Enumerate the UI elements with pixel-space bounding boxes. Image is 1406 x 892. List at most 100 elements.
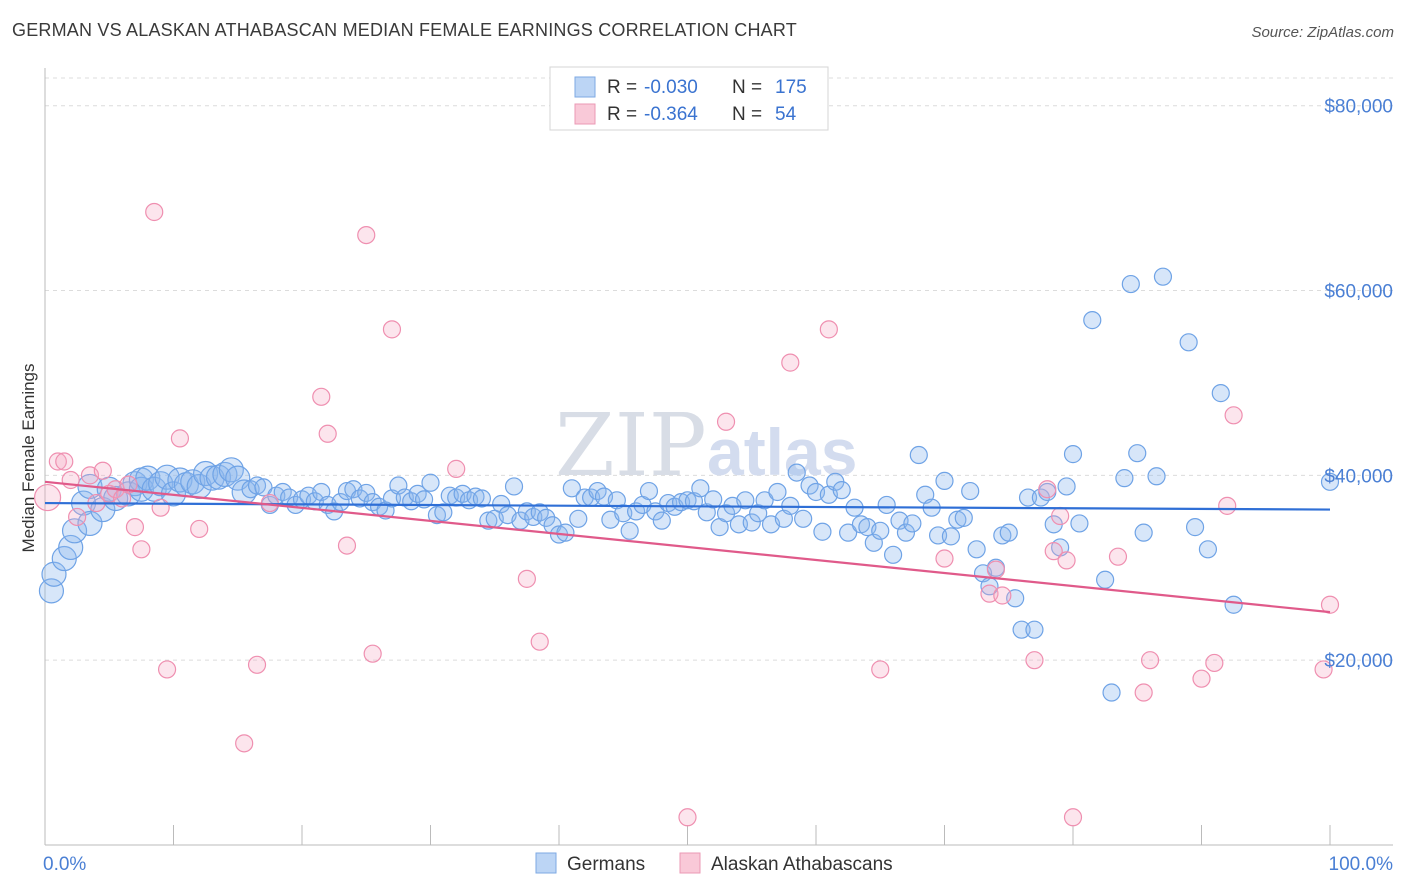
watermark-zip: ZIP (555, 396, 707, 496)
alaskan-point (157, 660, 177, 679)
alaskan-point (530, 632, 549, 651)
germans-point (1121, 274, 1140, 294)
germans-point (414, 490, 434, 509)
germans-point (1025, 620, 1044, 639)
germans-point (877, 495, 896, 515)
alaskan-point (716, 412, 736, 431)
germans-point (1083, 311, 1102, 330)
y-tick-label: $80,000 (1324, 97, 1393, 118)
axes (44, 68, 1393, 846)
alaskan-point (986, 560, 1006, 579)
alaskan-point (781, 353, 800, 372)
germans-point (1128, 444, 1147, 463)
germans-point (537, 508, 556, 527)
alaskan-point (170, 429, 190, 448)
germans-point (1102, 683, 1121, 702)
alaskan-point (357, 225, 376, 245)
germans-point (967, 540, 986, 559)
alaskan-point (312, 387, 331, 406)
germans-point (41, 561, 67, 587)
stats-n-value-germans: 175 (775, 77, 807, 98)
alaskan-point (132, 540, 151, 559)
germans-point (58, 534, 84, 561)
germans-point (742, 513, 761, 532)
germans-point (504, 477, 524, 496)
x-tick-label: 0.0% (43, 854, 86, 875)
alaskan-point (1140, 651, 1160, 670)
legend-swatch-alaskan (679, 852, 701, 874)
alaskan-point (145, 202, 164, 222)
germans-point (1198, 540, 1218, 559)
alaskan-point (819, 320, 838, 339)
germans-point (556, 523, 575, 542)
alaskan-point (993, 586, 1012, 605)
alaskan-point (363, 644, 382, 663)
stats-n-label: N = (732, 104, 762, 125)
germans-point (472, 489, 491, 508)
germans-point (492, 494, 511, 514)
alaskan-point (1314, 660, 1333, 679)
alaskan-point (935, 549, 954, 568)
germans-point (896, 523, 916, 542)
germans-point (1211, 384, 1230, 403)
alaskan-point (93, 461, 112, 480)
stats-n-label: N = (732, 77, 762, 98)
grid (45, 77, 1393, 661)
germans-point (247, 476, 267, 495)
alaskan-point (235, 734, 254, 753)
germans-point (948, 510, 967, 529)
stats-r-value-alaskan: -0.364 (644, 104, 698, 125)
germans-point (941, 527, 961, 546)
germans-point (254, 478, 273, 497)
germans-point (691, 479, 710, 498)
alaskan-point (678, 808, 697, 827)
alaskan-point (382, 320, 402, 339)
alaskan-point (1218, 496, 1237, 515)
alaskan-trend-line (44, 480, 1331, 614)
germans-point (1012, 620, 1031, 639)
germans-point (999, 523, 1018, 542)
chart-source: Source: ZipAtlas.com (1251, 24, 1394, 41)
germans-point (832, 481, 851, 500)
germans-point (434, 503, 453, 522)
stats-r-label: R = (607, 104, 637, 125)
legend-label-alaskan: Alaskan Athabascans (711, 854, 893, 875)
germans-point (839, 523, 858, 542)
alaskan-point (151, 498, 170, 517)
alaskan-point (68, 507, 87, 527)
y-axis-title: Median Female Earnings (19, 364, 38, 553)
y-tick-label: $40,000 (1324, 466, 1393, 487)
alaskan-point (33, 483, 62, 512)
germans-point (935, 471, 954, 491)
alaskan-point (1192, 669, 1211, 688)
germans-point (903, 514, 922, 533)
germans-point (794, 509, 813, 528)
germans-point (871, 521, 890, 540)
germans-point (787, 463, 806, 482)
germans-point (704, 490, 723, 509)
alaskan-point (447, 459, 466, 478)
germans-point (639, 481, 659, 501)
germans-point (205, 464, 232, 490)
germans-point (736, 491, 755, 510)
alaskan-point (1038, 480, 1057, 499)
chart-title: GERMAN VS ALASKAN ATHABASCAN MEDIAN FEMA… (12, 20, 797, 40)
alaskan-point (125, 518, 145, 537)
series-legend: Germans Alaskan Athabascans (535, 852, 893, 875)
alaskan-point (1205, 653, 1224, 673)
germans-point (569, 509, 588, 528)
germans-point (1179, 333, 1198, 352)
x-tick-label: 100.0% (1329, 854, 1394, 875)
germans-point (928, 526, 948, 545)
germans-point (961, 481, 980, 501)
germans-point (1224, 595, 1243, 614)
stats-n-value-alaskan: 54 (775, 104, 797, 125)
germans-point (909, 445, 928, 465)
alaskan-points (33, 202, 1340, 827)
germans-point (813, 522, 832, 541)
alaskan-point (318, 424, 337, 443)
tick-labels: $20,000 $40,000 $60,000 $80,000 0.0% 100.0% (43, 97, 1393, 875)
germans-point (331, 493, 350, 512)
alaskan-point (337, 536, 357, 555)
alaskan-point (190, 519, 209, 539)
